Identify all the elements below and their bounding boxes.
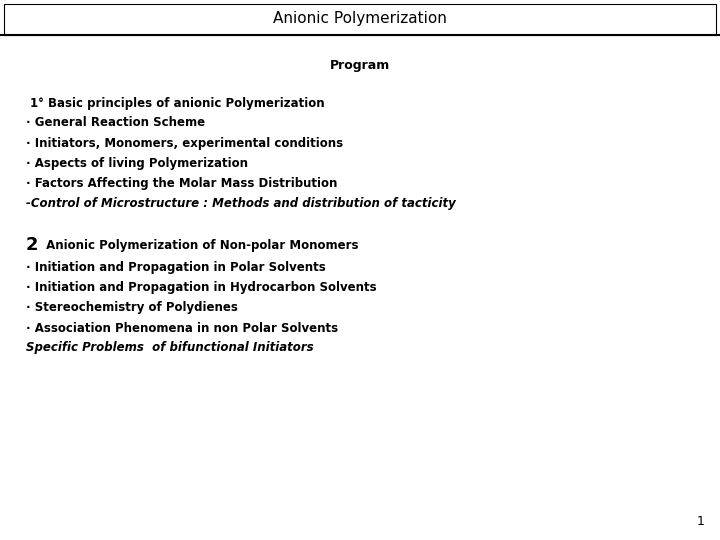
Text: · Initiation and Propagation in Hydrocarbon Solvents: · Initiation and Propagation in Hydrocar… xyxy=(26,281,377,294)
Text: 1: 1 xyxy=(697,515,705,528)
Text: · Initiation and Propagation in Polar Solvents: · Initiation and Propagation in Polar So… xyxy=(26,261,325,274)
Text: 2: 2 xyxy=(26,236,38,254)
Text: · Association Phenomena in non Polar Solvents: · Association Phenomena in non Polar Sol… xyxy=(26,321,338,334)
Bar xyxy=(4,4,716,35)
Text: Program: Program xyxy=(330,58,390,71)
Text: · Aspects of living Polymerization: · Aspects of living Polymerization xyxy=(26,157,248,170)
Text: · Stereochemistry of Polydienes: · Stereochemistry of Polydienes xyxy=(26,301,238,314)
Text: Anionic Polymerization: Anionic Polymerization xyxy=(273,11,447,26)
Text: Anionic Polymerization of Non-polar Monomers: Anionic Polymerization of Non-polar Mono… xyxy=(42,239,359,252)
Text: 1° Basic principles of anionic Polymerization: 1° Basic principles of anionic Polymeriz… xyxy=(30,97,325,110)
Text: · General Reaction Scheme: · General Reaction Scheme xyxy=(26,117,205,130)
Text: · Factors Affecting the Molar Mass Distribution: · Factors Affecting the Molar Mass Distr… xyxy=(26,177,338,190)
Text: · Initiators, Monomers, experimental conditions: · Initiators, Monomers, experimental con… xyxy=(26,137,343,150)
Text: Specific Problems  of bifunctional Initiators: Specific Problems of bifunctional Initia… xyxy=(26,341,314,354)
Text: -Control of Microstructure : Methods and distribution of tacticity: -Control of Microstructure : Methods and… xyxy=(26,197,456,210)
